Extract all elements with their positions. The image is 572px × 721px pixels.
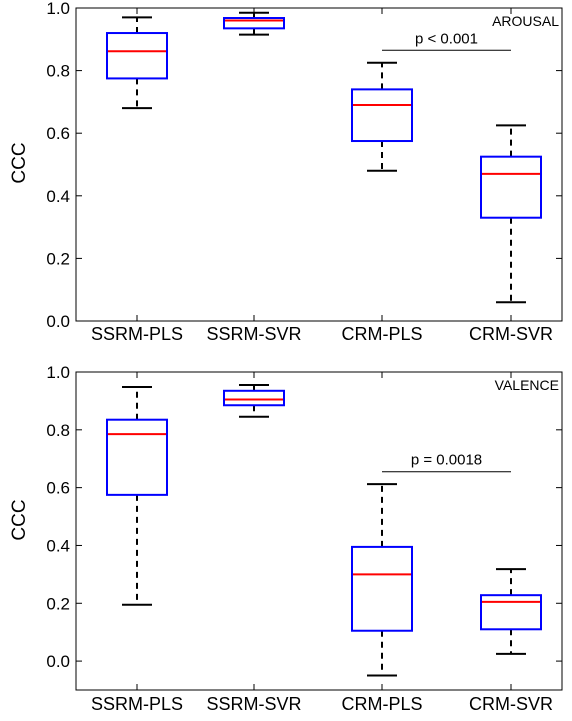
- interquartile-box: [106, 418, 168, 496]
- y-tick-label: 0.2: [46, 249, 70, 268]
- category-label: CRM-SVR: [469, 694, 553, 714]
- y-tick-label: 0.6: [46, 479, 70, 498]
- panel-label: AROUSAL: [492, 13, 559, 29]
- y-tick-label: 0.6: [46, 124, 70, 143]
- y-tick-label: 0.4: [46, 187, 70, 206]
- interquartile-box: [223, 389, 285, 407]
- interquartile-box: [106, 32, 168, 80]
- y-tick-label: 0.8: [46, 62, 70, 81]
- category-label: CRM-SVR: [469, 324, 553, 344]
- box-crm-pls: [351, 61, 413, 172]
- category-label: CRM-PLS: [341, 694, 422, 714]
- plot-frame: [75, 7, 563, 322]
- y-tick-label: 1.0: [46, 363, 70, 382]
- category-label: SSRM-PLS: [91, 324, 183, 344]
- box-crm-svr: [480, 568, 542, 655]
- interquartile-box: [480, 155, 542, 219]
- panel-label: VALENCE: [495, 377, 559, 393]
- box-crm-svr: [480, 124, 542, 304]
- box-ssrm-pls: [106, 386, 168, 606]
- box-ssrm-svr: [223, 11, 285, 36]
- significance-label: p = 0.0018: [411, 452, 482, 469]
- category-label: SSRM-SVR: [206, 694, 301, 714]
- significance-label: p < 0.001: [415, 30, 478, 47]
- box-crm-pls: [351, 483, 413, 677]
- category-label: SSRM-PLS: [91, 694, 183, 714]
- interquartile-box: [480, 594, 542, 631]
- box-plot-panel-arousal: 0.0 0.2 0.4 0.6 0.8 1.0 SSRM-PLS SSRM-SVR CRM-PL…: [9, 0, 563, 344]
- category-label: SSRM-SVR: [206, 324, 301, 344]
- interquartile-box: [223, 17, 285, 30]
- y-tick-label: 0.0: [46, 652, 70, 671]
- y-tick-label: 0.0: [46, 312, 70, 331]
- interquartile-box: [351, 545, 413, 632]
- interquartile-box: [351, 88, 413, 143]
- plot-frame: [75, 371, 563, 691]
- y-tick-label: 0.2: [46, 594, 70, 613]
- category-label: CRM-PLS: [341, 324, 422, 344]
- box-ssrm-svr: [223, 384, 285, 418]
- box-ssrm-pls: [106, 16, 168, 110]
- y-tick-label: 1.0: [46, 0, 70, 18]
- y-axis-title: CCC: [9, 499, 30, 540]
- y-tick-label: 0.4: [46, 536, 70, 555]
- y-tick-label: 0.8: [46, 421, 70, 440]
- y-axis-title: CCC: [9, 142, 30, 183]
- box-plot-panel-valence: 0.0 0.2 0.4 0.6 0.8 1.0 SSRM-PLS SSRM-SVR CRM-PL…: [9, 363, 563, 714]
